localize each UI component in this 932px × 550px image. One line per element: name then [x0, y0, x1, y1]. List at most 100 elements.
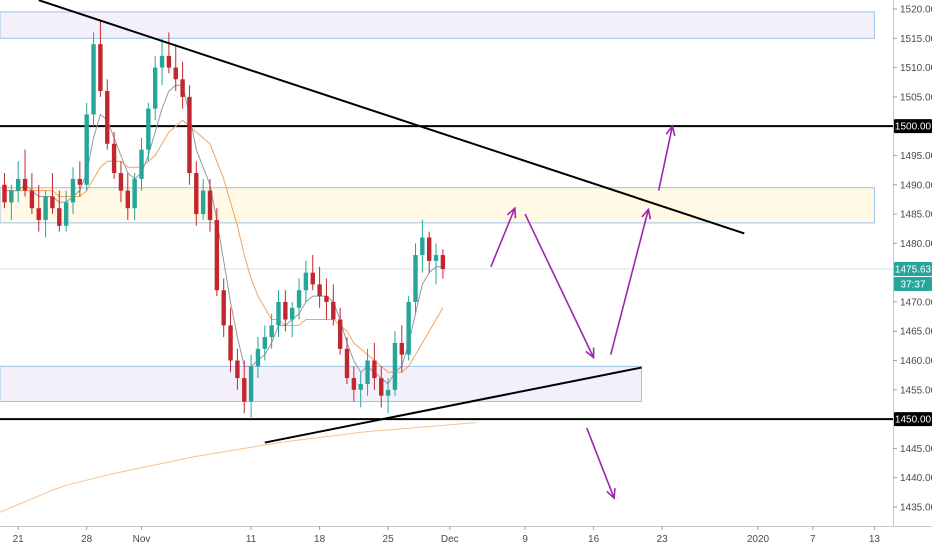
- candle-down: [57, 208, 62, 226]
- arrow-down-1-head: [585, 347, 595, 360]
- candles-layer: [2, 20, 446, 420]
- y-tick-label: 1460.00: [900, 356, 932, 367]
- candle-up: [9, 190, 14, 203]
- candle-down: [283, 301, 288, 320]
- candle-down: [180, 79, 185, 97]
- candle-up: [290, 307, 295, 320]
- candle-down: [2, 184, 7, 203]
- x-tick-label: 2020: [747, 534, 770, 545]
- x-tick-label: 28: [81, 534, 93, 545]
- candle-down: [310, 272, 315, 285]
- candle-up: [91, 44, 96, 115]
- candle-up: [159, 55, 165, 68]
- candle-down: [331, 301, 336, 320]
- candle-up: [433, 255, 439, 261]
- candle-down: [344, 348, 350, 379]
- candle-down: [351, 378, 357, 390]
- candle-down: [22, 178, 28, 191]
- candle-down: [317, 284, 322, 297]
- candle-down: [118, 173, 124, 191]
- x-tick-label: 21: [13, 534, 25, 545]
- x-tick-label: 16: [588, 534, 600, 545]
- candle-down: [50, 196, 55, 209]
- candle-down: [98, 44, 103, 92]
- candle-up: [420, 237, 425, 256]
- candle-down: [29, 190, 35, 209]
- candle-down: [337, 319, 343, 349]
- support-1450-badge-text: 1450.00: [895, 415, 932, 426]
- x-tick-label: 23: [657, 534, 669, 545]
- candle-up: [139, 149, 144, 179]
- low-zone: [0, 365, 643, 403]
- x-tick-label: 13: [869, 534, 881, 545]
- candle-down: [242, 378, 247, 402]
- candle-up: [255, 348, 261, 367]
- ascending-trendline: [264, 366, 642, 444]
- y-tick-label: 1455.00: [900, 385, 932, 396]
- candle-down: [221, 290, 226, 326]
- candle-down: [36, 208, 41, 220]
- x-tick-label: 25: [383, 534, 395, 545]
- candle-down: [372, 360, 377, 379]
- candle-down: [111, 143, 117, 174]
- candle-down: [187, 96, 192, 174]
- candle-down: [214, 219, 220, 291]
- y-tick-label: 1485.00: [900, 210, 932, 221]
- y-tick-label: 1480.00: [900, 239, 932, 250]
- countdown-badge-text: 37:37: [900, 279, 925, 290]
- candle-up: [276, 301, 281, 326]
- candle-up: [200, 190, 206, 215]
- candle-up: [413, 255, 418, 302]
- candle-up: [16, 178, 21, 191]
- arrow-up-3-head: [665, 124, 676, 137]
- candle-down: [173, 67, 178, 80]
- resistance-1500-badge-text: 1500.00: [895, 122, 932, 133]
- ema-layer: [0, 84, 476, 513]
- candle-up: [70, 178, 76, 203]
- candle-up: [153, 67, 158, 109]
- y-tick-label: 1440.00: [900, 473, 932, 484]
- arrow-down-2-head: [606, 488, 616, 500]
- current-price-badge: [894, 261, 932, 276]
- x-tick-label: Nov: [133, 534, 151, 545]
- candle-up: [358, 383, 363, 390]
- candle-up: [84, 114, 89, 185]
- candle-down: [207, 190, 213, 220]
- ema-fast-line: [4, 84, 443, 385]
- y-tick-label: 1490.00: [900, 180, 932, 191]
- resistance-1500-badge: [894, 119, 932, 134]
- descending-trendline: [38, 0, 745, 235]
- candle-up: [303, 272, 309, 291]
- candle-down: [125, 190, 130, 209]
- ema-slow-line: [4, 119, 444, 373]
- y-tick-label: 1495.00: [900, 151, 932, 162]
- badges-layer: 1500.00 1450.00 1475.63 37:37: [894, 119, 932, 427]
- candle-down: [166, 55, 172, 68]
- x-tick-label: 9: [522, 534, 528, 545]
- candle-down: [399, 342, 404, 355]
- candle-up: [269, 325, 274, 338]
- candle-down: [105, 91, 110, 144]
- candle-down: [228, 325, 233, 361]
- x-tick-label: Dec: [441, 534, 459, 545]
- arrows-layer: [490, 124, 676, 500]
- trendlines-layer: [38, 0, 745, 444]
- top-zone: [0, 11, 875, 39]
- candle-down: [324, 296, 329, 302]
- candle-down: [235, 360, 240, 379]
- y-tick-label: 1470.00: [900, 297, 932, 308]
- candle-up: [385, 389, 391, 396]
- arrow-up-1: [490, 207, 516, 268]
- candle-down: [194, 173, 199, 215]
- candle-up: [365, 360, 370, 384]
- y-tick-label: 1445.00: [900, 444, 932, 455]
- candle-up: [248, 366, 254, 402]
- x-tick-label: 11: [246, 534, 257, 545]
- candle-up: [296, 290, 302, 308]
- ema-long-line: [0, 422, 476, 513]
- x-tick-label: 7: [810, 534, 816, 545]
- countdown-badge: [894, 276, 932, 291]
